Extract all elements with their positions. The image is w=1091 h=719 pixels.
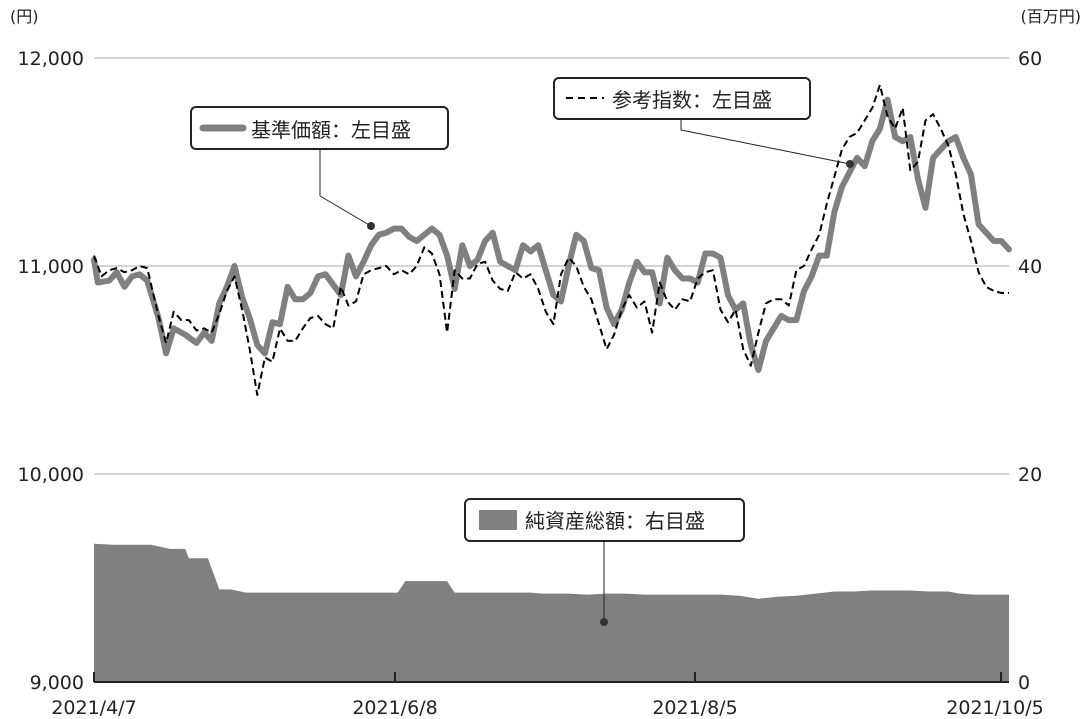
x-axis-labels: 2021/4/7 2021/6/8 2021/8/5 2021/10/5 — [51, 697, 1043, 719]
index-line — [93, 84, 1009, 396]
callout-dot-nav — [367, 222, 375, 230]
callout-dot-index — [846, 160, 854, 168]
legend-callout-nav: 基準価額：左目盛 — [190, 106, 449, 230]
callout-box-nav — [190, 106, 449, 150]
left-tick-label: 10,000 — [18, 464, 84, 486]
legend-label-index: 参考指数：左目盛 — [612, 88, 772, 112]
x-tick-label: 2021/4/7 — [51, 697, 136, 719]
x-tick-label: 2021/6/8 — [352, 697, 437, 719]
left-axis: 12,000 11,000 10,000 9,000 — [18, 48, 84, 694]
legend-callout-assets: 純資産総額：右目盛 — [464, 498, 745, 626]
legend-swatch-assets — [479, 510, 517, 530]
left-tick-label: 9,000 — [30, 672, 84, 694]
nav-line — [91, 96, 1012, 373]
left-axis-unit: (円) — [10, 7, 39, 26]
legend-callout-index: 参考指数：左目盛 — [553, 77, 854, 168]
right-axis-unit: (百万円) — [1021, 7, 1082, 26]
line-layer — [91, 84, 1012, 396]
x-axis-ticks — [93, 672, 1002, 682]
right-axis: 60 40 20 0 — [1018, 48, 1042, 694]
callout-dot-assets — [600, 618, 608, 626]
x-tick-label: 2021/8/5 — [652, 697, 737, 719]
net-assets-area — [94, 543, 1009, 682]
right-tick-label: 0 — [1018, 672, 1030, 694]
left-tick-label: 11,000 — [18, 256, 84, 278]
right-tick-label: 60 — [1018, 48, 1042, 70]
right-tick-label: 20 — [1018, 464, 1042, 486]
legend-label-assets: 純資産総額：右目盛 — [525, 509, 705, 533]
left-tick-label: 12,000 — [18, 48, 84, 70]
x-tick-label: 2021/10/5 — [946, 697, 1043, 719]
legend-label-nav: 基準価額：左目盛 — [251, 118, 411, 142]
net-assets-area-layer — [94, 543, 1009, 682]
gridlines — [94, 57, 1009, 475]
callout-leader-index — [680, 129, 851, 165]
callout-leader-nav — [319, 195, 372, 227]
callout-box-assets — [464, 498, 745, 542]
callout-box-index — [553, 77, 811, 120]
right-tick-label: 40 — [1018, 256, 1042, 278]
